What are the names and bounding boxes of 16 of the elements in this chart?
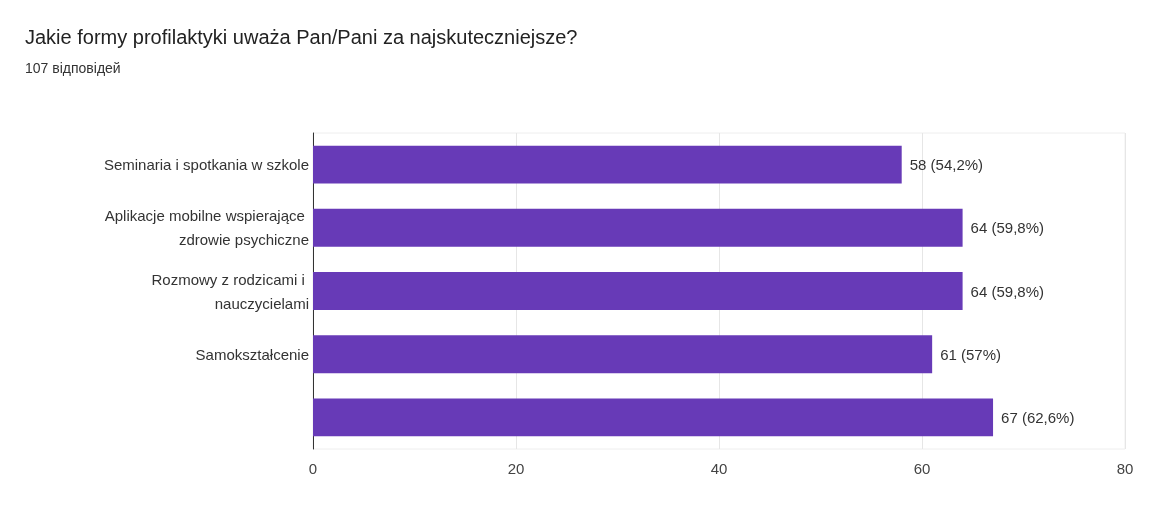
data-label: 67 (62,6%) <box>1001 408 1075 426</box>
y-tick-label: Rozmowy z rodzicami i nauczycielami <box>151 270 309 312</box>
y-tick-label: Aplikacje mobilne wspierające zdrowie psychiczne <box>104 207 309 249</box>
text: 107 відповідей <box>25 60 121 76</box>
x-tick-label: 80 <box>1116 460 1134 477</box>
y-tick-label: Samokształcenie <box>195 345 309 363</box>
x-tick-label: 40 <box>710 460 728 477</box>
data-label: 64 (59,8%) <box>970 219 1044 237</box>
x-tick-label: 60 <box>913 460 931 477</box>
y-tick-label: Seminaria i spotkania w szkole <box>103 156 309 174</box>
x-tick-label: 0 <box>308 460 318 477</box>
data-label: 61 (57%) <box>940 345 1002 363</box>
data-label: 58 (54,2%) <box>909 156 984 174</box>
chart-title: Jakie formy profilaktyki uważa Pan/Pani za najskuteczniejsze? <box>25 26 578 48</box>
data-label: 64 (59,8%) <box>970 282 1044 300</box>
x-tick-label: 20 <box>507 460 525 477</box>
